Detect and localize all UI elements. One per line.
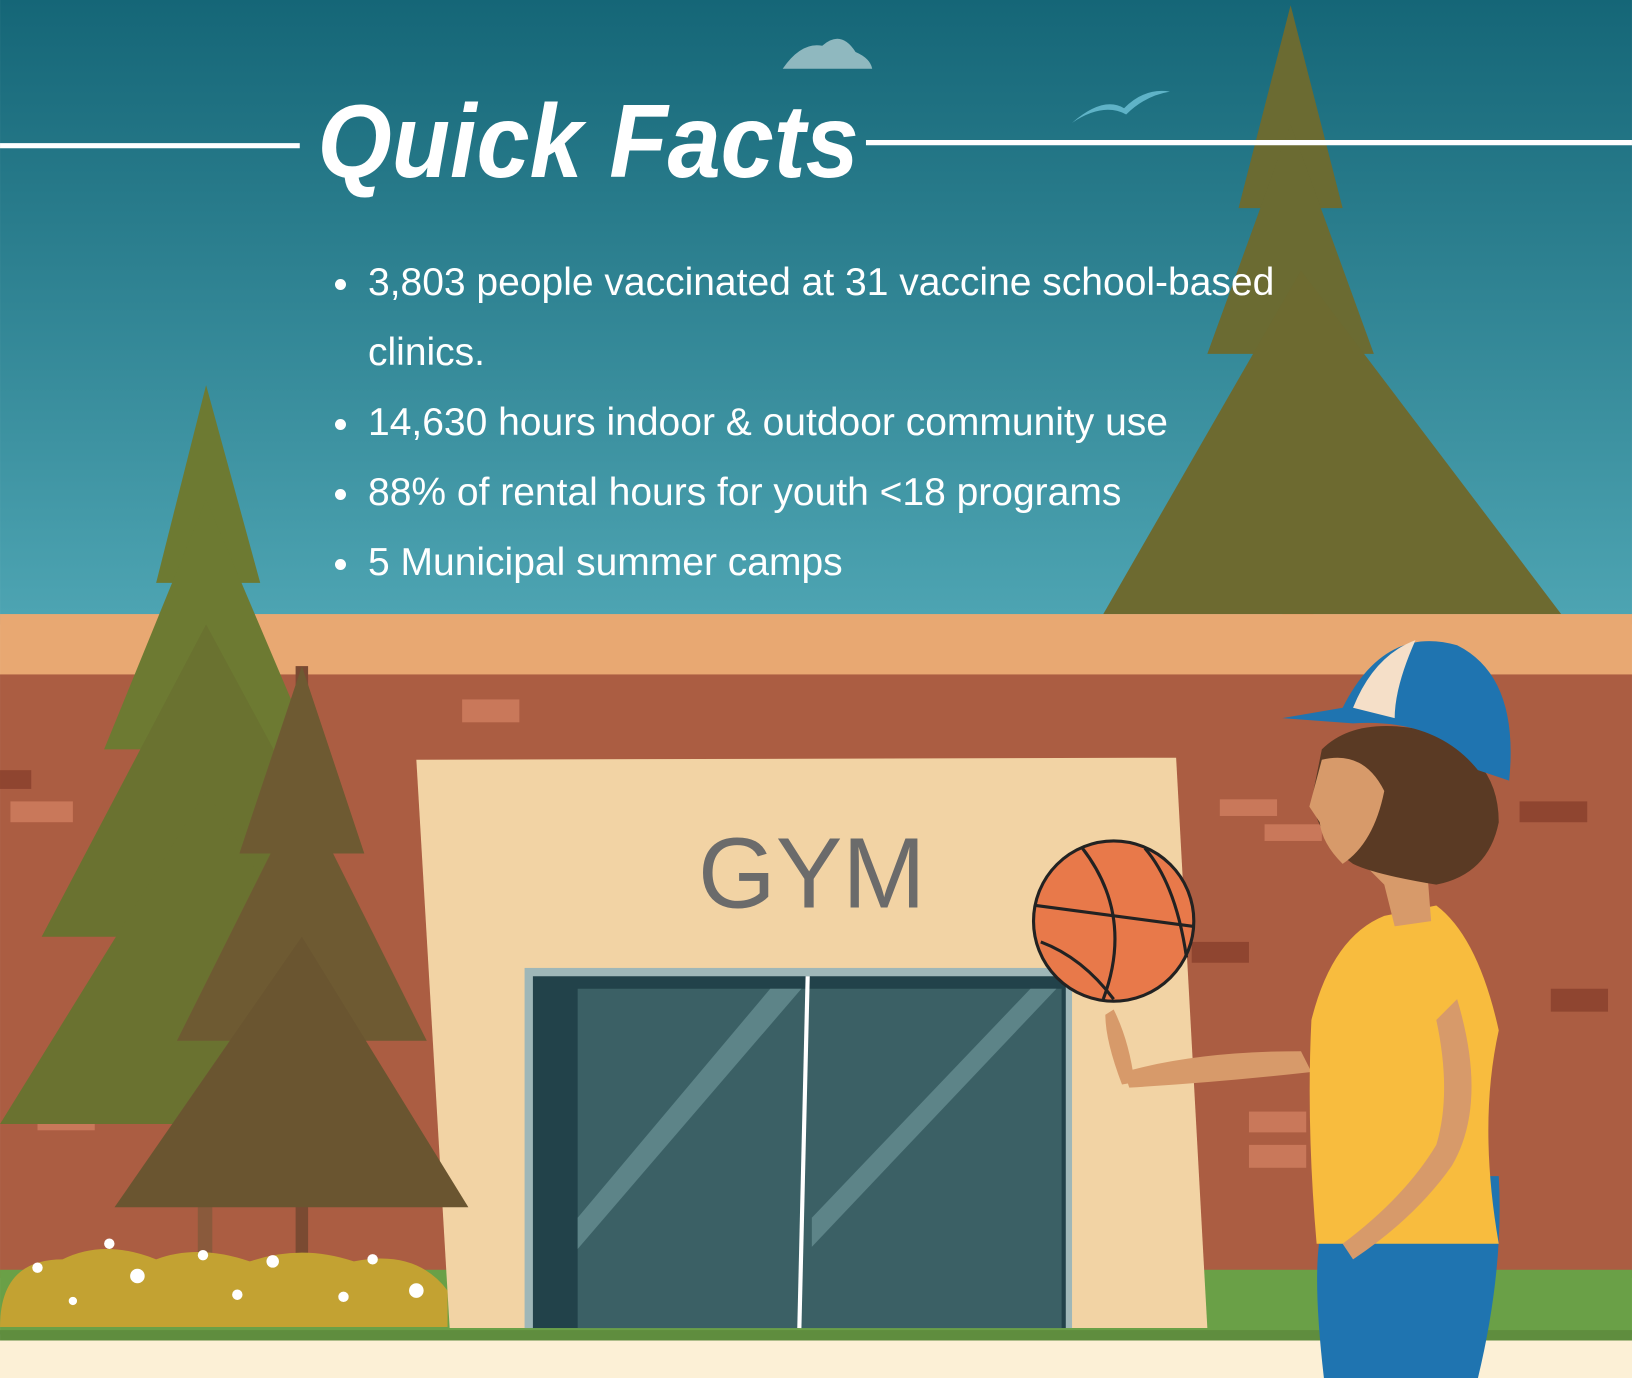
- basketball: [1034, 841, 1194, 1001]
- page: Quick Facts GYM: [0, 0, 1632, 1378]
- fact-item: 5 Municipal summer camps: [364, 528, 1344, 598]
- fact-item: 3,803 people vaccinated at 31 vaccine sc…: [364, 248, 1344, 388]
- facts-list: 3,803 people vaccinated at 31 vaccine sc…: [318, 248, 1344, 598]
- title: Quick Facts: [317, 84, 858, 200]
- fact-item: 88% of rental hours for youth <18 progra…: [364, 458, 1344, 528]
- bushes: [0, 1249, 448, 1327]
- illustration: Quick Facts GYM: [0, 0, 1632, 1378]
- gym-sign: GYM: [698, 819, 926, 930]
- fact-item: 14,630 hours indoor & outdoor community …: [364, 388, 1344, 458]
